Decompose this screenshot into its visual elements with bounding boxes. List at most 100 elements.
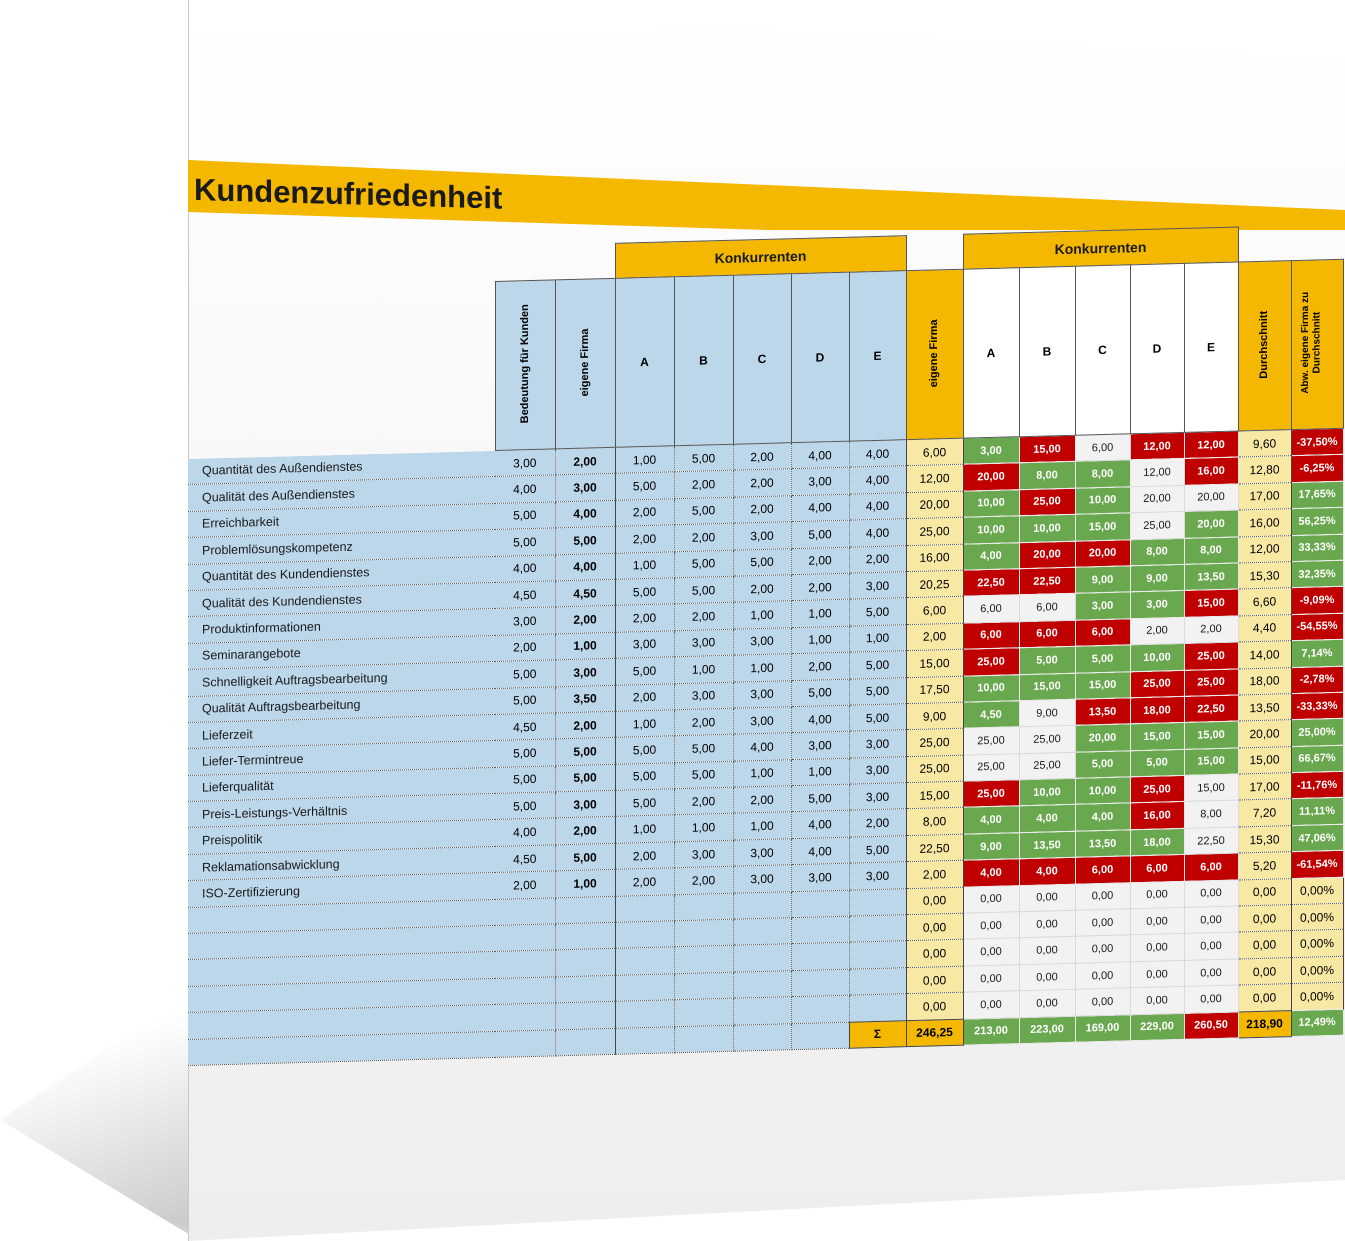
cell-competitor-d[interactable]: 4,00 bbox=[791, 810, 849, 839]
cell-competitor-b[interactable]: 3,00 bbox=[674, 840, 733, 869]
cell-eigene-firma[interactable]: 3,00 bbox=[555, 790, 615, 819]
cell-competitor-b[interactable] bbox=[674, 972, 733, 1000]
cell-competitor-e[interactable]: 5,00 bbox=[849, 677, 906, 706]
cell-competitor-e[interactable]: 4,00 bbox=[849, 518, 906, 547]
cell-eigene-firma[interactable] bbox=[555, 975, 615, 1004]
cell-eigene-firma[interactable]: 5,00 bbox=[555, 764, 615, 792]
cell-eigene-firma[interactable]: 5,00 bbox=[555, 526, 615, 555]
cell-eigene-firma[interactable]: 4,00 bbox=[555, 500, 615, 529]
cell-competitor-c[interactable]: 2,00 bbox=[733, 495, 791, 524]
cell-competitor-e[interactable]: 3,00 bbox=[849, 571, 906, 600]
cell-competitor-c[interactable]: 4,00 bbox=[733, 733, 791, 761]
cell-bedeutung[interactable] bbox=[495, 897, 555, 926]
cell-competitor-c[interactable]: 1,00 bbox=[733, 653, 791, 682]
cell-competitor-e[interactable]: 2,00 bbox=[849, 809, 906, 838]
cell-competitor-d[interactable]: 5,00 bbox=[791, 520, 849, 549]
cell-competitor-b[interactable]: 1,00 bbox=[674, 813, 733, 842]
cell-competitor-d[interactable]: 3,00 bbox=[791, 467, 849, 496]
cell-competitor-a[interactable]: 2,00 bbox=[615, 868, 674, 896]
cell-competitor-c[interactable]: 3,00 bbox=[733, 680, 791, 709]
cell-competitor-b[interactable]: 2,00 bbox=[674, 602, 733, 631]
cell-competitor-a[interactable]: 2,00 bbox=[615, 524, 674, 553]
cell-competitor-d[interactable] bbox=[791, 942, 849, 971]
cell-competitor-e[interactable] bbox=[849, 967, 906, 996]
cell-eigene-firma[interactable]: 3,00 bbox=[555, 658, 615, 687]
cell-eigene-firma[interactable]: 2,00 bbox=[555, 816, 615, 845]
cell-competitor-c[interactable] bbox=[733, 891, 791, 920]
cell-bedeutung[interactable]: 5,00 bbox=[495, 686, 555, 715]
cell-eigene-firma[interactable]: 5,00 bbox=[555, 843, 615, 872]
cell-competitor-a[interactable]: 3,00 bbox=[615, 630, 674, 659]
cell-competitor-d[interactable] bbox=[791, 916, 849, 945]
cell-eigene-firma[interactable]: 5,00 bbox=[555, 737, 615, 766]
cell-competitor-a[interactable]: 1,00 bbox=[615, 709, 674, 738]
cell-competitor-d[interactable]: 1,00 bbox=[791, 757, 849, 786]
cell-competitor-e[interactable]: 5,00 bbox=[849, 835, 906, 864]
cell-competitor-e[interactable]: 4,00 bbox=[849, 439, 906, 468]
cell-competitor-a[interactable]: 5,00 bbox=[615, 736, 674, 765]
cell-competitor-d[interactable]: 4,00 bbox=[791, 837, 849, 865]
cell-competitor-e[interactable]: 5,00 bbox=[849, 703, 906, 732]
cell-competitor-b[interactable]: 5,00 bbox=[674, 576, 733, 605]
cell-bedeutung[interactable]: 4,50 bbox=[495, 844, 555, 873]
cell-competitor-c[interactable]: 3,00 bbox=[733, 864, 791, 893]
cell-competitor-c[interactable]: 2,00 bbox=[733, 442, 791, 471]
cell-eigene-firma[interactable]: 2,00 bbox=[555, 605, 615, 634]
cell-competitor-b[interactable]: 5,00 bbox=[674, 734, 733, 763]
cell-competitor-d[interactable]: 5,00 bbox=[791, 784, 849, 813]
cell-eigene-firma[interactable]: 3,00 bbox=[555, 473, 615, 502]
cell-competitor-a[interactable]: 5,00 bbox=[615, 656, 674, 685]
cell-bedeutung[interactable] bbox=[495, 1003, 555, 1032]
cell-competitor-e[interactable] bbox=[849, 941, 906, 970]
cell-competitor-a[interactable]: 5,00 bbox=[615, 472, 674, 501]
cell-bedeutung[interactable] bbox=[495, 950, 555, 979]
cell-competitor-b[interactable]: 5,00 bbox=[674, 497, 733, 525]
cell-eigene-firma[interactable]: 4,50 bbox=[555, 579, 615, 608]
cell-competitor-b[interactable]: 2,00 bbox=[674, 866, 733, 895]
cell-competitor-a[interactable] bbox=[615, 947, 674, 976]
cell-eigene-firma[interactable]: 2,00 bbox=[555, 711, 615, 740]
cell-competitor-c[interactable]: 3,00 bbox=[733, 706, 791, 735]
cell-competitor-a[interactable]: 2,00 bbox=[615, 683, 674, 712]
cell-competitor-a[interactable]: 5,00 bbox=[615, 788, 674, 817]
cell-competitor-e[interactable]: 2,00 bbox=[849, 545, 906, 574]
cell-competitor-e[interactable]: 3,00 bbox=[849, 729, 906, 758]
cell-eigene-firma[interactable] bbox=[555, 1001, 615, 1030]
cell-competitor-a[interactable] bbox=[615, 920, 674, 949]
cell-competitor-c[interactable]: 2,00 bbox=[733, 574, 791, 603]
cell-competitor-d[interactable]: 2,00 bbox=[791, 546, 849, 575]
cell-competitor-d[interactable]: 4,00 bbox=[791, 441, 849, 470]
cell-bedeutung[interactable]: 4,00 bbox=[495, 554, 555, 583]
cell-eigene-firma[interactable]: 1,00 bbox=[555, 869, 615, 898]
cell-eigene-firma[interactable]: 2,00 bbox=[555, 447, 615, 476]
cell-competitor-c[interactable]: 3,00 bbox=[733, 521, 791, 550]
cell-competitor-a[interactable]: 1,00 bbox=[615, 445, 674, 474]
cell-competitor-b[interactable]: 2,00 bbox=[674, 470, 733, 499]
cell-competitor-a[interactable]: 2,00 bbox=[615, 604, 674, 633]
cell-competitor-c[interactable] bbox=[733, 970, 791, 999]
cell-competitor-c[interactable] bbox=[733, 944, 791, 973]
cell-competitor-d[interactable]: 1,00 bbox=[791, 599, 849, 628]
cell-bedeutung[interactable]: 4,00 bbox=[495, 818, 555, 847]
cell-competitor-a[interactable]: 5,00 bbox=[615, 762, 674, 791]
cell-competitor-d[interactable]: 4,00 bbox=[791, 705, 849, 734]
cell-competitor-a[interactable] bbox=[615, 999, 674, 1028]
cell-competitor-c[interactable]: 1,00 bbox=[733, 812, 791, 841]
cell-competitor-e[interactable]: 5,00 bbox=[849, 598, 906, 626]
cell-competitor-b[interactable]: 1,00 bbox=[674, 655, 733, 684]
cell-eigene-firma[interactable]: 1,00 bbox=[555, 632, 615, 661]
cell-competitor-a[interactable]: 5,00 bbox=[615, 577, 674, 606]
cell-competitor-d[interactable]: 5,00 bbox=[791, 678, 849, 707]
cell-competitor-c[interactable]: 2,00 bbox=[733, 469, 791, 498]
cell-bedeutung[interactable]: 2,00 bbox=[495, 633, 555, 662]
cell-competitor-d[interactable] bbox=[791, 995, 849, 1024]
cell-competitor-a[interactable]: 2,00 bbox=[615, 498, 674, 527]
cell-competitor-c[interactable]: 5,00 bbox=[733, 548, 791, 577]
cell-competitor-d[interactable]: 1,00 bbox=[791, 625, 849, 654]
cell-bedeutung[interactable]: 4,50 bbox=[495, 580, 555, 609]
cell-competitor-d[interactable]: 2,00 bbox=[791, 652, 849, 681]
cell-competitor-a[interactable]: 2,00 bbox=[615, 841, 674, 870]
cell-competitor-b[interactable]: 2,00 bbox=[674, 787, 733, 816]
cell-bedeutung[interactable]: 5,00 bbox=[495, 501, 555, 530]
cell-competitor-b[interactable] bbox=[674, 892, 733, 921]
